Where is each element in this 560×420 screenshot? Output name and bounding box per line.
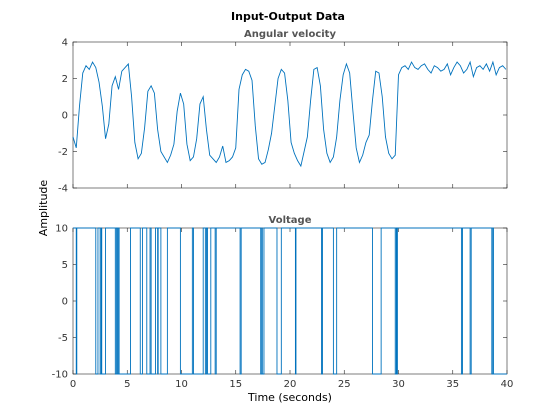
x-tick-label: 25 — [338, 379, 351, 390]
y-tick-label: 4 — [62, 38, 68, 49]
y-tick-label: 2 — [62, 74, 68, 85]
x-tick-label: 0 — [70, 379, 76, 390]
y-axis-label: Amplitude — [37, 180, 50, 237]
x-tick-label: 40 — [501, 379, 514, 390]
figure-title: Input-Output Data — [231, 10, 345, 23]
x-tick-label: 5 — [124, 379, 130, 390]
y-tick-label: -4 — [58, 184, 68, 195]
subplot-title-voltage: Voltage — [269, 215, 312, 226]
y-tick-label: 5 — [62, 260, 68, 271]
x-axis-label: Time (seconds) — [247, 391, 332, 404]
y-tick-label: 0 — [62, 297, 68, 308]
y-tick-label: -2 — [58, 147, 68, 158]
plot-frame-top — [72, 41, 508, 189]
y-tick-label: -10 — [52, 370, 68, 381]
x-tick-label: 35 — [446, 379, 459, 390]
x-tick-label: 10 — [175, 379, 188, 390]
subplot-title-angular-velocity: Angular velocity — [244, 29, 336, 40]
x-tick-label: 15 — [229, 379, 242, 390]
y-tick-label: 10 — [55, 224, 68, 235]
x-tick-label: 30 — [392, 379, 405, 390]
subplot-angular-velocity: Angular velocity 4 2 0 -2 -4 — [58, 29, 508, 195]
series-angular-velocity — [72, 60, 507, 168]
y-tick-label: -5 — [58, 333, 68, 344]
x-tick-label: 20 — [284, 379, 297, 390]
plot-frame-bottom — [72, 227, 508, 375]
axis-ticks-top: 4 2 0 -2 -4 — [58, 38, 508, 195]
series-voltage — [73, 227, 507, 375]
y-tick-label: 0 — [62, 111, 68, 122]
